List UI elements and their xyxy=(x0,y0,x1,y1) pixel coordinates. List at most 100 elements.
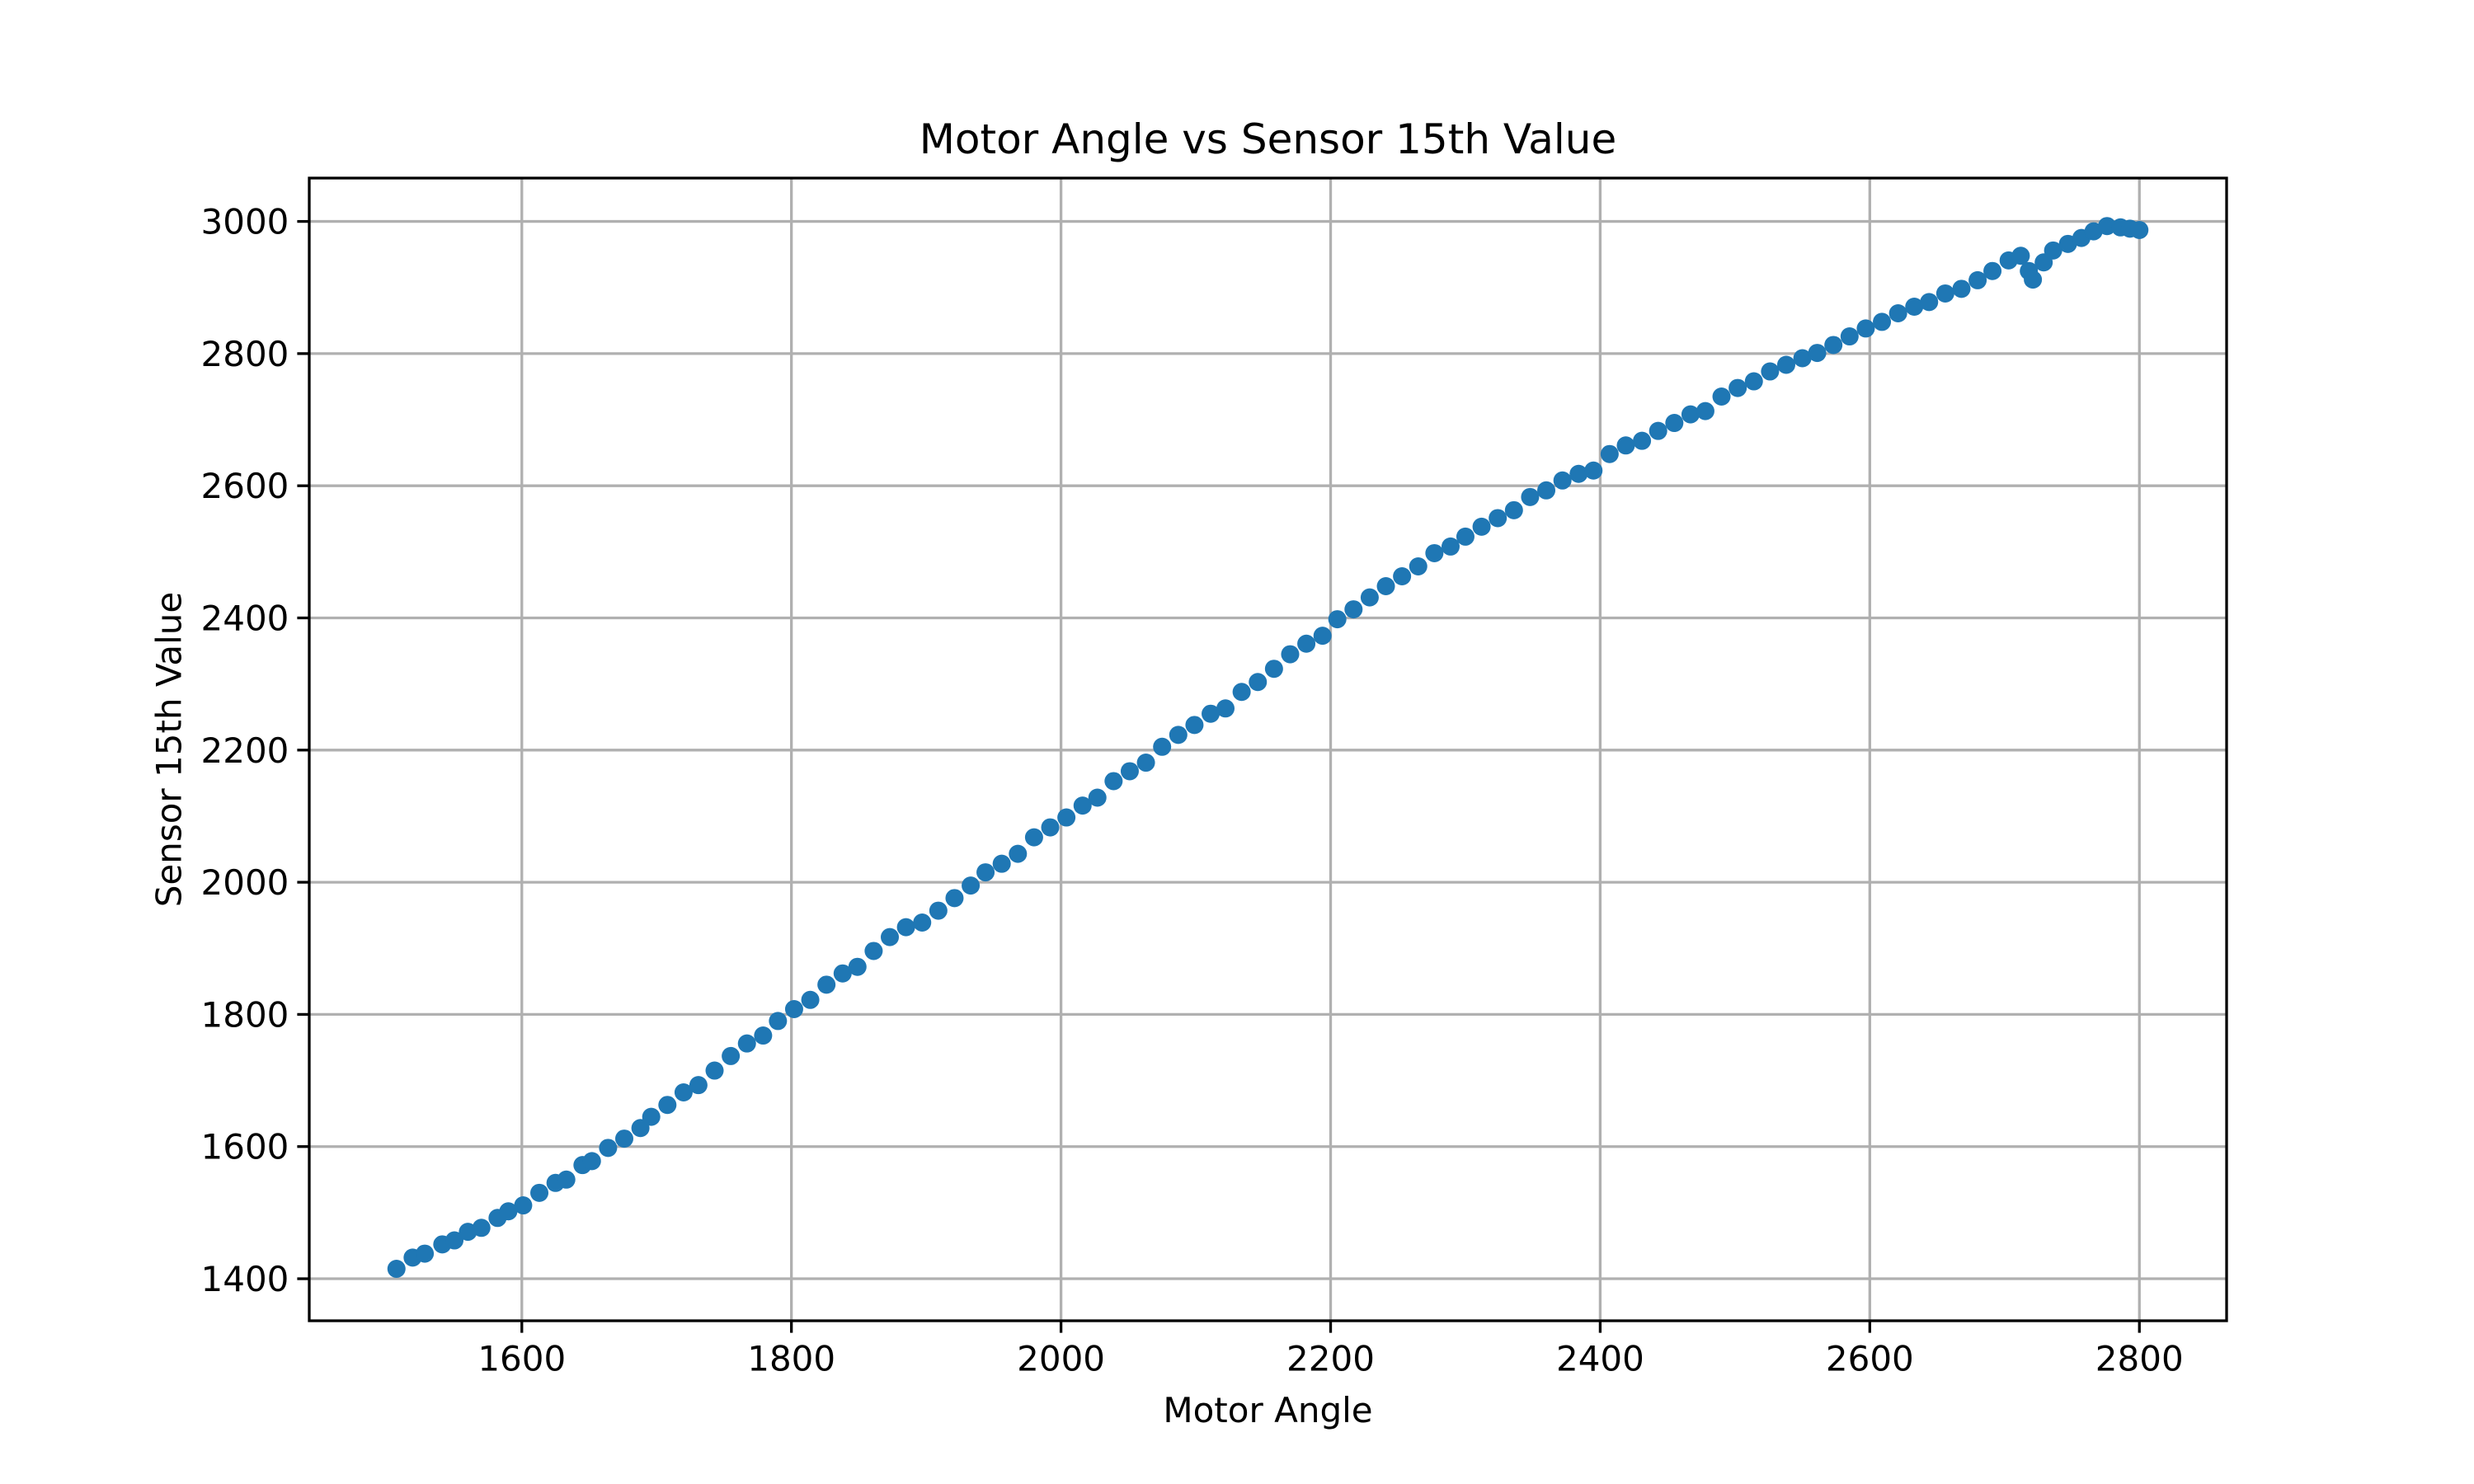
scatter-point xyxy=(514,1196,533,1215)
scatter-point xyxy=(1104,772,1123,791)
scatter-point xyxy=(913,913,932,932)
scatter-point xyxy=(1249,673,1268,692)
scatter-point xyxy=(929,901,948,920)
x-tick-label: 2600 xyxy=(1826,1339,1914,1379)
scatter-point xyxy=(1328,610,1347,629)
scatter-point xyxy=(976,863,995,882)
scatter-point xyxy=(1584,461,1603,480)
scatter-point xyxy=(1281,645,1300,664)
x-tick-label: 2000 xyxy=(1017,1339,1105,1379)
scatter-point xyxy=(896,918,915,937)
x-tick-label: 2200 xyxy=(1286,1339,1375,1379)
x-tick-label: 1800 xyxy=(747,1339,835,1379)
scatter-point xyxy=(1504,500,1523,519)
scatter-point xyxy=(1744,372,1763,391)
scatter-point xyxy=(1264,660,1283,679)
scatter-point xyxy=(864,942,883,960)
scatter-point xyxy=(1983,261,2002,280)
scatter-point xyxy=(1696,402,1714,420)
scatter-point xyxy=(705,1061,724,1080)
scatter-point xyxy=(1344,600,1363,619)
scatter-point xyxy=(754,1026,773,1045)
scatter-point xyxy=(1793,349,1812,368)
scatter-point xyxy=(1633,431,1652,450)
scatter-point xyxy=(1920,293,1939,312)
y-tick-label: 2600 xyxy=(201,466,289,506)
scatter-point xyxy=(1776,355,1795,374)
scatter-point xyxy=(1905,297,1924,316)
scatter-point xyxy=(1537,481,1556,500)
scatter-point xyxy=(1120,762,1139,781)
scatter-point xyxy=(1136,754,1155,773)
scatter-point xyxy=(1472,517,1491,536)
scatter-point xyxy=(2024,270,2043,289)
scatter-point xyxy=(642,1107,661,1126)
x-tick-label: 2400 xyxy=(1556,1339,1644,1379)
y-tick-label: 2000 xyxy=(201,862,289,903)
scatter-point xyxy=(1616,436,1635,455)
scatter-point xyxy=(769,1012,788,1031)
scatter-point xyxy=(1009,844,1028,863)
y-tick-label: 3000 xyxy=(201,202,289,242)
scatter-point xyxy=(1569,464,1588,483)
y-tick-label: 2800 xyxy=(201,334,289,374)
scatter-point xyxy=(631,1119,650,1138)
scatter-point xyxy=(2044,241,2062,260)
scatter-point xyxy=(1057,808,1076,827)
x-axis-label: Motor Angle xyxy=(1163,1390,1373,1430)
scatter-point xyxy=(1824,336,1843,355)
y-tick-label: 2200 xyxy=(201,730,289,771)
scatter-point xyxy=(1456,527,1475,546)
scatter-point xyxy=(1681,405,1700,424)
scatter-point xyxy=(1761,362,1780,381)
scatter-point xyxy=(1297,634,1316,653)
scatter-point xyxy=(1873,312,1892,331)
scatter-point xyxy=(1808,344,1827,363)
scatter-point xyxy=(962,876,981,895)
scatter-point xyxy=(1553,471,1572,490)
scatter-point xyxy=(1840,327,1859,346)
scatter-point xyxy=(737,1034,756,1053)
scatter-point xyxy=(1600,444,1619,463)
scatter-point xyxy=(817,975,836,994)
y-tick-label: 2400 xyxy=(201,598,289,638)
scatter-point xyxy=(599,1139,618,1158)
y-tick-label: 1400 xyxy=(201,1259,289,1299)
scatter-point xyxy=(472,1219,491,1237)
scatter-point xyxy=(1185,716,1204,735)
scatter-point xyxy=(1952,279,1971,298)
scatter-point xyxy=(1216,699,1235,718)
scatter-point xyxy=(1393,567,1412,585)
scatter-point xyxy=(387,1260,406,1278)
scatter-point xyxy=(1202,704,1221,723)
scatter-point xyxy=(1935,284,1954,303)
x-tick-label: 1600 xyxy=(477,1339,566,1379)
y-tick-label: 1800 xyxy=(201,994,289,1035)
scatter-point xyxy=(1041,818,1060,837)
scatter-point xyxy=(1649,421,1667,440)
scatter-point xyxy=(992,854,1011,873)
scatter-point xyxy=(445,1231,464,1250)
scatter-point xyxy=(1088,788,1107,807)
scatter-point xyxy=(1521,487,1540,506)
scatter-point xyxy=(1232,683,1251,702)
chart-title: Motor Angle vs Sensor 15th Value xyxy=(919,115,1617,163)
scatter-point xyxy=(614,1129,633,1148)
scatter-point xyxy=(1024,828,1043,847)
scatter-point xyxy=(1856,319,1875,338)
scatter-point xyxy=(1376,577,1395,596)
scatter-point xyxy=(833,964,852,983)
scatter-point xyxy=(2011,247,2030,265)
scatter-point xyxy=(722,1046,741,1065)
scatter-point xyxy=(1441,537,1460,556)
scatter-point xyxy=(530,1183,549,1202)
y-axis-label: Sensor 15th Value xyxy=(148,591,190,908)
scatter-point xyxy=(1169,726,1188,744)
scatter-point xyxy=(1073,796,1092,815)
scatter-point xyxy=(689,1076,708,1095)
scatter-point xyxy=(1313,627,1332,646)
scatter-point xyxy=(784,1000,803,1018)
x-tick-label: 2800 xyxy=(2095,1339,2184,1379)
